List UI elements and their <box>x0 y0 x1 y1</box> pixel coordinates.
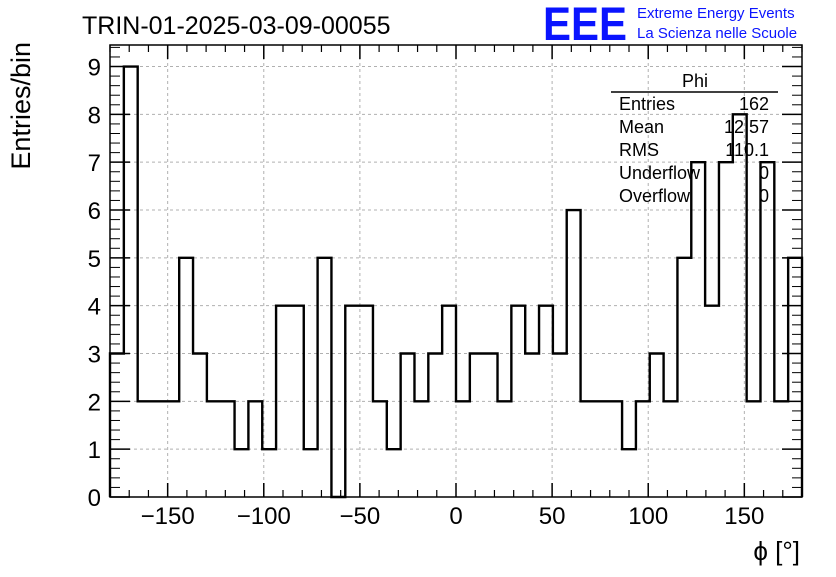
stats-row-value: 0 <box>759 163 769 183</box>
x-tick-label: 150 <box>724 503 764 530</box>
y-tick-label: 7 <box>88 150 101 177</box>
y-tick-label: 3 <box>88 342 101 369</box>
stats-row-label: Overflow <box>619 186 691 206</box>
stats-row-value: 110.1 <box>725 140 769 160</box>
x-tick-label: 0 <box>449 503 462 530</box>
x-axis-label: ϕ [°] <box>753 536 800 566</box>
y-tick-label: 5 <box>88 246 101 273</box>
histogram-line <box>108 65 804 499</box>
y-tick-label: 9 <box>88 55 101 82</box>
stats-row-label: Entries <box>619 94 675 114</box>
y-tick-label: 4 <box>88 294 101 321</box>
logo-line-2: La Scienza nelle Scuole <box>637 25 797 42</box>
x-tick-label: −100 <box>237 503 291 530</box>
y-tick-label: 0 <box>88 485 101 512</box>
stats-box-title: Phi <box>682 71 708 91</box>
axis-ticks: −150 −100 −50 0 50 100 150 0 1 2 3 4 5 6 7 8 9 <box>88 45 803 530</box>
y-tick-label: 8 <box>88 102 101 129</box>
logo-mark: EEE <box>543 0 627 50</box>
x-tick-label: −50 <box>340 503 381 530</box>
x-tick-label: 50 <box>539 503 566 530</box>
stats-row-label: Mean <box>619 117 664 137</box>
logo-line-1: Extreme Energy Events <box>637 5 795 22</box>
stats-row-value: 162 <box>739 94 769 114</box>
stats-row-value: 0 <box>759 186 769 206</box>
stats-row-value: 12.57 <box>724 117 769 137</box>
y-tick-label: 2 <box>88 389 101 416</box>
grid-lines <box>110 45 802 497</box>
chart-title: TRIN-01-2025-03-09-00055 <box>82 12 391 40</box>
y-tick-label: 6 <box>88 198 101 225</box>
y-tick-label: 1 <box>88 437 101 464</box>
x-tick-label: −150 <box>141 503 195 530</box>
x-tick-label: 100 <box>628 503 668 530</box>
y-axis-label: Entries/bin <box>6 42 36 170</box>
stats-box: Phi Entries 162 Mean 12.57 RMS 110.1 Underflow 0… <box>611 71 778 206</box>
stats-row-label: Underflow <box>619 163 701 183</box>
stats-row-label: RMS <box>619 140 659 160</box>
eee-logo: EEE Extreme Energy Events La Scienza nel… <box>543 0 797 50</box>
